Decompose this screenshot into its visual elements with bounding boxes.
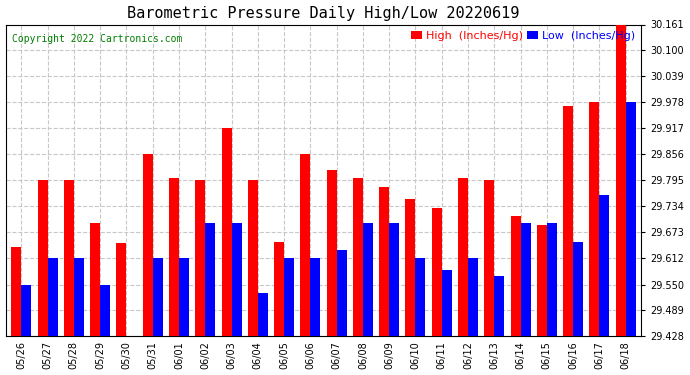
Bar (143, 154, 152, 336)
Bar (90, 223, 100, 336)
Text: Copyright 2022 Cartronics.com: Copyright 2022 Cartronics.com (12, 34, 182, 44)
Bar (520, 223, 531, 336)
Bar (363, 223, 373, 336)
Bar (432, 208, 442, 336)
Bar (406, 200, 415, 336)
Bar (626, 102, 635, 336)
Bar (38, 180, 48, 336)
Bar (326, 170, 337, 336)
Bar (258, 293, 268, 336)
Bar (337, 250, 346, 336)
Bar (537, 225, 547, 336)
Bar (248, 180, 258, 336)
Bar (21, 285, 31, 336)
Bar (100, 285, 110, 336)
Bar (152, 258, 163, 336)
Bar (600, 195, 609, 336)
Bar (169, 178, 179, 336)
Bar (221, 128, 232, 336)
Bar (310, 258, 320, 336)
Bar (563, 106, 573, 336)
Bar (195, 180, 205, 336)
Bar (117, 243, 126, 336)
Legend: High  (Inches/Hg), Low  (Inches/Hg): High (Inches/Hg), Low (Inches/Hg) (410, 30, 636, 42)
Bar (205, 223, 215, 336)
Bar (468, 258, 478, 336)
Bar (300, 154, 310, 336)
Bar (179, 258, 189, 336)
Bar (458, 178, 468, 336)
Bar (74, 258, 84, 336)
Bar (589, 102, 600, 336)
Bar (415, 258, 426, 336)
Title: Barometric Pressure Daily High/Low 20220619: Barometric Pressure Daily High/Low 20220… (127, 6, 520, 21)
Bar (494, 276, 504, 336)
Bar (48, 258, 57, 336)
Bar (615, 24, 626, 336)
Bar (64, 180, 74, 336)
Bar (284, 258, 294, 336)
Bar (232, 223, 241, 336)
Bar (274, 242, 284, 336)
Bar (547, 223, 557, 336)
Bar (573, 242, 583, 336)
Bar (442, 270, 452, 336)
Bar (484, 180, 494, 336)
Bar (11, 247, 21, 336)
Bar (380, 187, 389, 336)
Bar (389, 223, 399, 336)
Bar (353, 178, 363, 336)
Bar (511, 216, 520, 336)
